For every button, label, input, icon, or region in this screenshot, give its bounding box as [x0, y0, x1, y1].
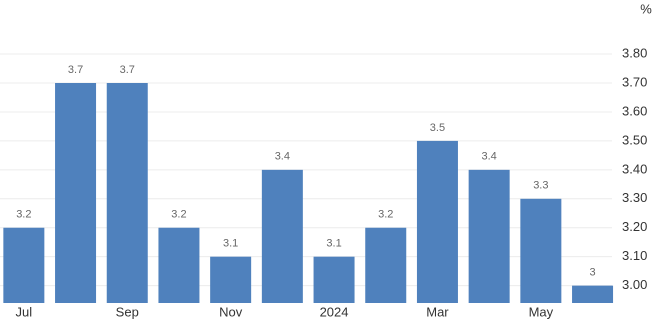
bar: [365, 227, 407, 303]
bar: [210, 256, 252, 303]
x-tick-label: Nov: [219, 304, 243, 319]
y-tick-label: 3.50: [622, 132, 647, 147]
data-label: 3.5: [430, 122, 445, 134]
bar: [3, 227, 45, 303]
data-label: 3.2: [171, 209, 186, 221]
data-label: 3.1: [223, 238, 238, 250]
x-tick-label: Sep: [116, 304, 139, 319]
bar: [106, 83, 148, 303]
data-label: 3.4: [275, 151, 290, 163]
bar: [520, 198, 562, 303]
y-tick-label: 3.80: [622, 45, 647, 60]
bar: [572, 285, 614, 303]
data-label: 3.4: [482, 151, 497, 163]
y-tick-label: 3.10: [622, 248, 647, 263]
data-label: 3.1: [326, 238, 341, 250]
bar: [55, 83, 97, 303]
y-tick-label: 3.30: [622, 190, 647, 205]
y-tick-label: 3.40: [622, 161, 647, 176]
x-tick-label: 2024: [320, 304, 349, 319]
x-tick-label: Jul: [16, 304, 33, 319]
bar: [416, 140, 458, 303]
x-tick-label: Mar: [426, 304, 449, 319]
y-tick-label: 3.00: [622, 277, 647, 292]
data-label: 3.2: [378, 209, 393, 221]
data-label: 3: [589, 267, 595, 279]
y-tick-label: 3.20: [622, 219, 647, 234]
data-label: 3.7: [68, 64, 83, 76]
y-tick-label: 3.70: [622, 74, 647, 89]
data-label: 3.7: [120, 64, 135, 76]
x-tick-label: May: [529, 304, 554, 319]
bar: [261, 169, 303, 303]
y-tick-label: 3.60: [622, 103, 647, 118]
bar: [158, 227, 200, 303]
unit-label: %: [640, 1, 652, 16]
data-label: 3.3: [533, 180, 548, 192]
bar: [468, 169, 510, 303]
data-label: 3.2: [16, 209, 31, 221]
bar: [313, 256, 355, 303]
